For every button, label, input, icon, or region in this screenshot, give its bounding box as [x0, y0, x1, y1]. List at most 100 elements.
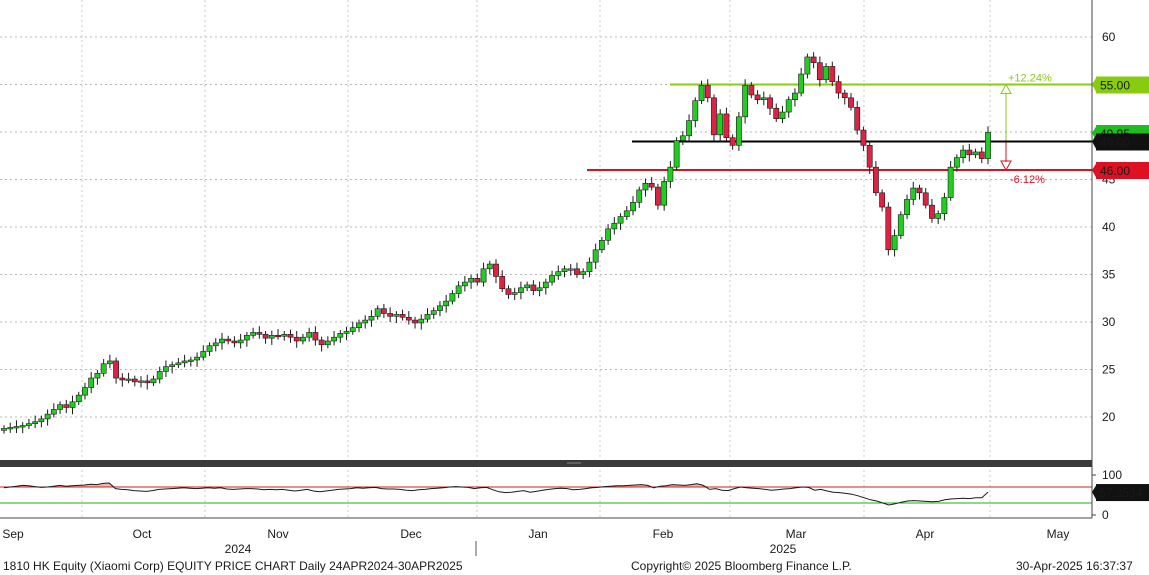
candle-body	[163, 366, 169, 372]
candle-body	[499, 276, 506, 290]
candle-body	[922, 192, 929, 206]
candle-body	[891, 235, 898, 251]
candle-body	[679, 135, 686, 141]
candle-body	[44, 413, 51, 420]
candle-body	[374, 308, 381, 317]
candle-body	[393, 314, 400, 317]
candle-body	[206, 345, 213, 352]
candle-body	[156, 371, 163, 380]
candle-body	[1, 428, 7, 431]
candle-body	[356, 322, 362, 329]
candle-body	[19, 425, 26, 428]
candle-body	[617, 216, 624, 224]
candle-body	[735, 116, 742, 146]
candle-body	[960, 149, 966, 158]
candle-body	[312, 332, 319, 341]
candle-body	[418, 318, 425, 324]
candle-body	[804, 56, 811, 75]
x-month-label: Oct	[133, 527, 152, 541]
candle-body	[947, 166, 954, 198]
candle-body	[50, 409, 57, 415]
candle-body	[331, 336, 337, 342]
candle-body	[673, 140, 680, 168]
security-description: 1810 HK Equity (Xiaomi Corp) EQUITY PRIC…	[3, 559, 463, 573]
rsi-panel: 0 100 57.3534	[0, 468, 1149, 522]
candle-body	[574, 268, 580, 275]
candle-body	[592, 249, 599, 263]
timestamp: 30-Apr-2025 16:37:37	[1016, 559, 1133, 573]
candle-body	[810, 56, 817, 63]
candle-body	[424, 314, 431, 320]
candle-body	[32, 421, 39, 424]
candle-body	[542, 281, 549, 289]
candle-body	[212, 342, 219, 347]
candle-body	[978, 151, 985, 159]
rsi-line	[3, 482, 989, 506]
candle-body	[704, 85, 711, 99]
candle-body	[611, 222, 618, 230]
candle-body	[848, 97, 854, 108]
candle-body	[667, 166, 674, 182]
candle-body	[779, 111, 786, 120]
candle-body	[150, 378, 157, 384]
candle-body	[904, 199, 910, 215]
candle-body	[387, 313, 394, 317]
y-tick-label: 35	[1102, 268, 1116, 282]
candle-body	[275, 334, 281, 338]
x-year-label: 2024	[225, 542, 252, 556]
panel-separator	[0, 460, 1092, 467]
candle-body	[287, 334, 294, 338]
candle-body	[555, 271, 562, 276]
candle-body	[754, 94, 761, 100]
up-arrow-head	[1000, 83, 1012, 94]
candle-body	[237, 339, 244, 344]
candle-body	[69, 401, 76, 408]
candle-body	[636, 189, 643, 203]
copyright-notice: Copyright© 2025 Bloomberg Finance L.P.	[631, 559, 852, 573]
candle-body	[872, 166, 879, 194]
candle-body	[841, 92, 848, 99]
x-month-label: Feb	[653, 527, 674, 541]
candle-body	[816, 62, 823, 81]
candle-body	[399, 314, 406, 318]
candle-body	[194, 356, 200, 361]
candle-body	[692, 100, 699, 121]
rsi-tick-label: 100	[1102, 468, 1122, 482]
candle-body	[698, 85, 705, 101]
candle-body	[231, 340, 238, 344]
candle-body	[586, 261, 593, 272]
candle-body	[511, 292, 518, 295]
x-month-label: May	[1047, 527, 1070, 541]
stop-tag-pointer	[1092, 162, 1097, 179]
candle-body	[723, 113, 730, 138]
x-month-label: Sep	[2, 527, 24, 541]
candle-body	[88, 377, 95, 388]
down-arrow-head	[1000, 160, 1012, 172]
candle-body	[187, 359, 194, 362]
candle-body	[449, 293, 456, 302]
candle-body	[405, 316, 412, 321]
candle-body	[929, 204, 935, 219]
candle-body	[437, 305, 443, 311]
candle-body	[823, 66, 829, 81]
candle-body	[293, 336, 300, 342]
candle-body	[866, 145, 873, 168]
gain-percent-label: +12.24%	[1008, 73, 1052, 85]
candle-body	[985, 132, 991, 159]
candle-body	[854, 107, 861, 131]
candle-body	[349, 327, 356, 332]
candle-body	[250, 332, 257, 336]
candle-body	[75, 394, 82, 403]
rsi-tag-pointer	[1092, 484, 1097, 502]
chart-footer: 1810 HK Equity (Xiaomi Corp) EQUITY PRIC…	[0, 556, 1149, 575]
candle-body	[798, 73, 805, 94]
y-tick-label: 40	[1102, 220, 1116, 234]
candle-body	[443, 300, 450, 307]
candle-body	[524, 284, 531, 289]
candle-body	[300, 336, 306, 342]
candle-body	[468, 277, 474, 283]
candle-body	[268, 334, 275, 339]
candle-body	[661, 181, 668, 206]
